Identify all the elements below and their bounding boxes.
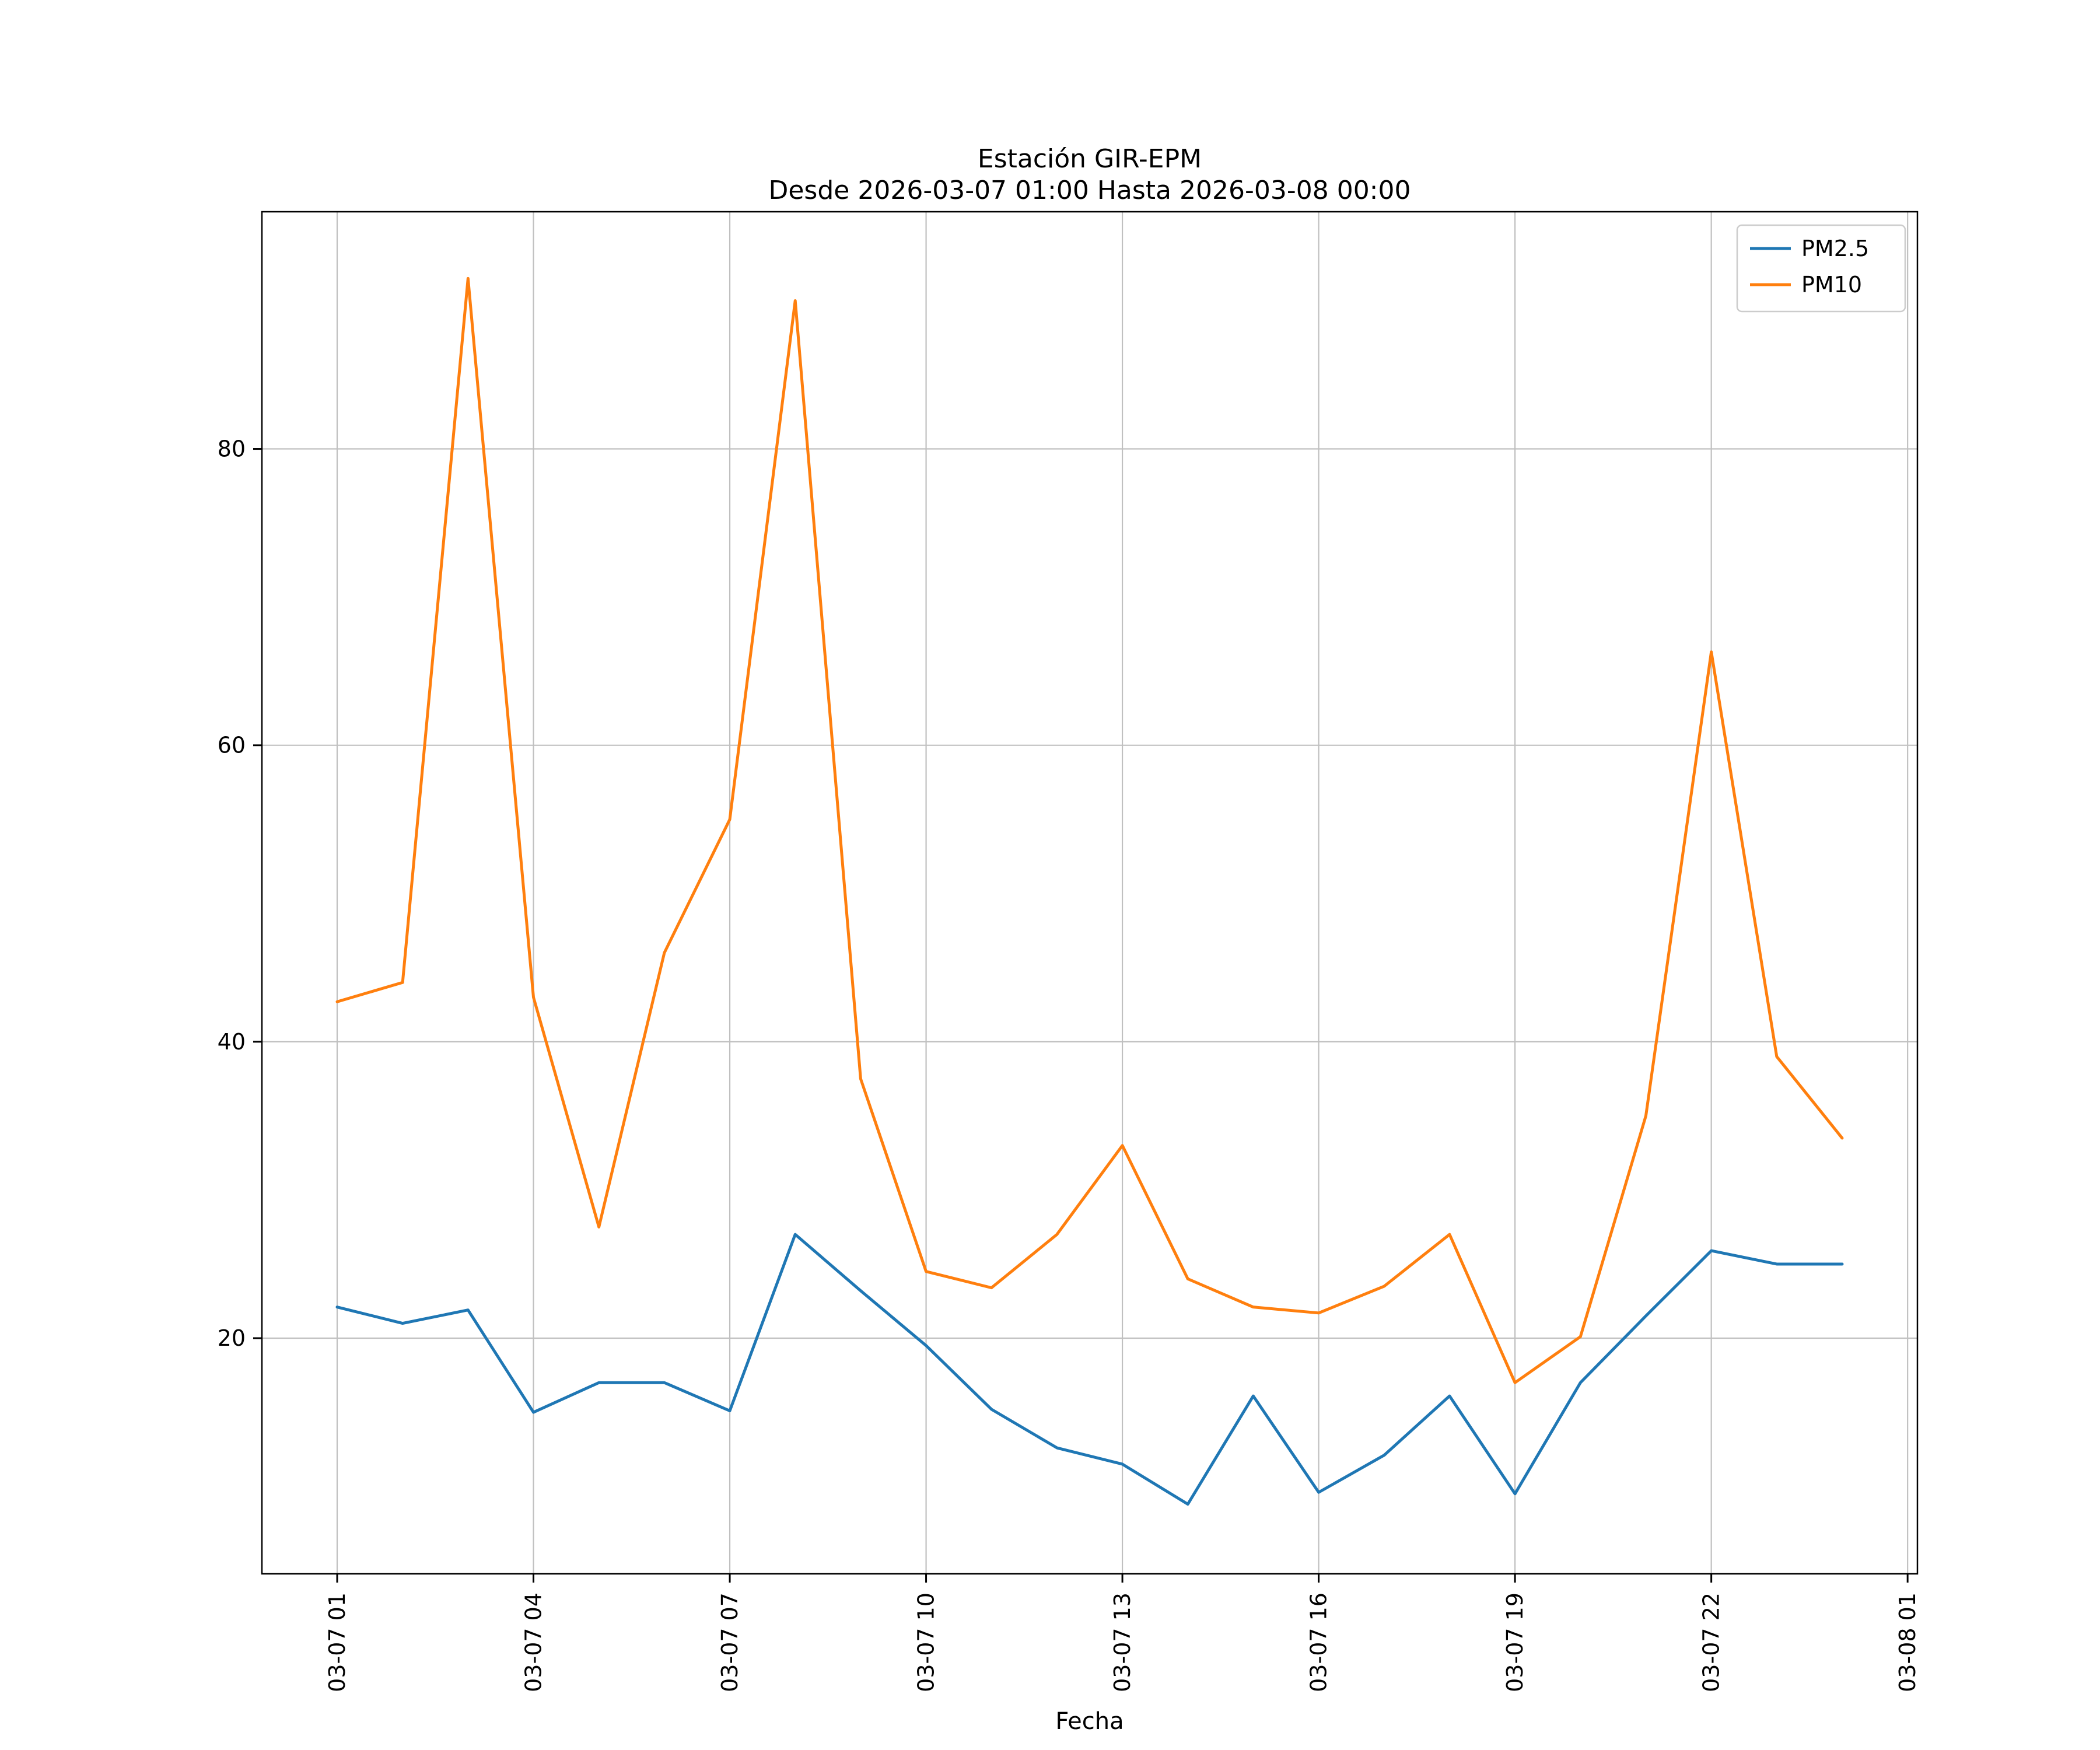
legend: PM2.5 PM10 xyxy=(1736,224,1906,313)
x-axis-label: Fecha xyxy=(1055,1708,1124,1735)
x-tick-label: 03-08 01 xyxy=(1895,1592,1920,1692)
x-tick-label: 03-07 10 xyxy=(914,1592,939,1692)
y-tick-label: 40 xyxy=(218,1029,246,1055)
y-tick-label: 80 xyxy=(218,436,246,462)
x-tick-label: 03-07 16 xyxy=(1306,1592,1332,1692)
y-tick-label: 20 xyxy=(218,1325,246,1351)
x-tick-label: 03-07 22 xyxy=(1699,1592,1724,1692)
chart-subtitle: Desde 2026-03-07 01:00 Hasta 2026-03-08 … xyxy=(768,176,1411,205)
chart-title: Estación GIR-EPM xyxy=(977,144,1202,174)
x-tick-label: 03-07 07 xyxy=(717,1592,743,1692)
y-tick-label: 60 xyxy=(218,733,246,758)
chart-title-block: Estación GIR-EPM Desde 2026-03-07 01:00 … xyxy=(262,144,1917,206)
series-line-pm10 xyxy=(335,276,1844,1384)
grid xyxy=(262,212,1917,1574)
x-tick-label: 03-07 04 xyxy=(521,1592,547,1692)
x-tick-label: 03-07 01 xyxy=(324,1592,350,1692)
legend-box xyxy=(1736,224,1906,313)
series-line-pm25 xyxy=(335,1233,1844,1506)
legend-label: PM2.5 xyxy=(1801,236,1869,261)
tick-labels: 03-07 01 03-07 04 03-07 07 03-07 10 03-07 13… xyxy=(218,436,1921,1692)
x-tick-label: 03-07 19 xyxy=(1502,1592,1528,1692)
legend-label: PM10 xyxy=(1801,272,1862,298)
ticks xyxy=(253,448,1909,1583)
axes-spines xyxy=(261,211,1919,1575)
x-tick-label: 03-07 13 xyxy=(1110,1592,1135,1692)
